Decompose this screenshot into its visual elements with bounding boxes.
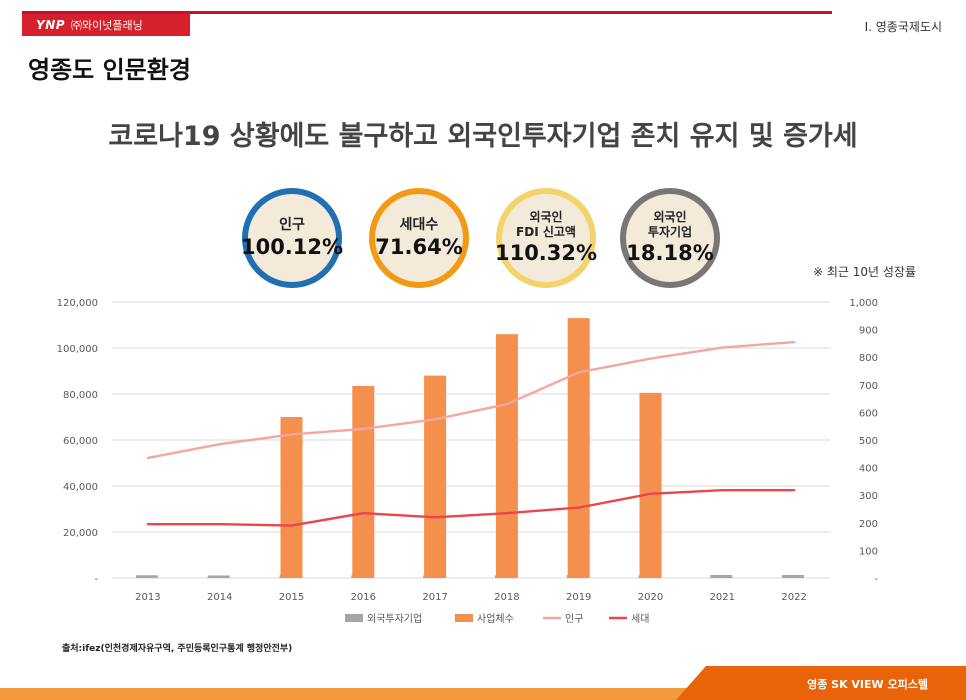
bar [280, 417, 303, 578]
line-point [290, 433, 293, 436]
source-note: 출처:ifez(인천경제자유구역, 주민등록인구통계 행정안전부) [62, 644, 293, 654]
line-point [792, 489, 796, 492]
line-point [146, 522, 150, 526]
x-tick: 2015 [279, 592, 304, 603]
line-point [577, 506, 580, 509]
stat-circle-population: 인구 100.12% [240, 188, 344, 288]
header-red-line [22, 11, 832, 14]
legend-swatch [455, 614, 473, 622]
bar [710, 575, 733, 578]
page-title: 영종도 인문환경 [28, 56, 191, 84]
line-point [218, 442, 221, 446]
line-point [649, 492, 652, 496]
bar [207, 575, 230, 578]
stat-label: 외국인 [529, 210, 563, 224]
line-point [362, 511, 365, 515]
x-tick: 2014 [207, 592, 232, 603]
combo-chart: - 20,000 40,000 60,000 80,000 100,000 120,000 -… [57, 298, 879, 625]
y-tick-right: 100 [859, 546, 878, 557]
series-line [147, 489, 795, 527]
y-tick-left: 80,000 [63, 390, 98, 401]
y-tick-right: 800 [859, 353, 878, 364]
x-tick: 2018 [494, 592, 519, 603]
bar [135, 575, 158, 578]
x-tick: 2016 [351, 592, 376, 603]
line-point [433, 418, 437, 421]
stat-value: 71.64% [375, 234, 463, 259]
line-point [218, 522, 221, 526]
bar [495, 334, 518, 578]
y-tick-right: 500 [859, 436, 878, 447]
y-tick-right: - [874, 574, 878, 585]
y-tick-right: 600 [859, 408, 878, 419]
bar [782, 575, 805, 578]
stat-value: 110.32% [494, 241, 598, 265]
section-label: Ⅰ. 영종국제도시 [864, 20, 942, 34]
legend-swatch [345, 614, 363, 622]
legend-label: 사업체수 [477, 612, 514, 625]
y-tick-right: 700 [859, 381, 878, 392]
line-point [505, 402, 509, 406]
stat-label: 세대수 [399, 216, 439, 233]
line-point [721, 489, 724, 492]
y-tick-left: 20,000 [63, 528, 98, 539]
line-point [362, 427, 365, 431]
x-tick: 2019 [566, 592, 591, 603]
stat-label: 인구 [279, 216, 305, 233]
logo-mark: YNP [36, 18, 66, 32]
stat-circle-fdi: 외국인 FDI 신고액 110.32% [494, 188, 598, 288]
stat-circle-foreign-firms: 외국인 투자기업 18.18% [620, 188, 720, 288]
bar [639, 392, 662, 578]
x-tick: 2013 [135, 592, 160, 603]
stat-label-line2: FDI 신고액 [516, 225, 576, 239]
line-point [792, 340, 796, 344]
x-tick: 2022 [781, 592, 806, 603]
bar [424, 375, 447, 578]
stat-value: 100.12% [240, 234, 344, 259]
y-tick-left: 40,000 [63, 482, 98, 493]
line-point [649, 357, 652, 360]
line-point [721, 346, 724, 349]
headline: 코로나19 상황에도 불구하고 외국인투자기업 존치 유지 및 증가세 [108, 121, 858, 152]
y-tick-left: 60,000 [63, 436, 98, 447]
line-point [433, 516, 437, 519]
x-tick: 2020 [638, 592, 663, 603]
x-tick: 2017 [422, 592, 447, 603]
series-line [147, 340, 795, 460]
bar [567, 318, 590, 578]
line-point [290, 524, 293, 527]
x-tick: 2021 [710, 592, 735, 603]
footer-label: 영종 SK VIEW 오피스텔 [807, 678, 928, 691]
stat-circle-households: 세대수 71.64% [369, 188, 469, 288]
logo-name: ㈜와이넛플래닝 [71, 19, 143, 32]
y-tick-right: 300 [859, 491, 878, 502]
footer-tab [676, 666, 966, 700]
stat-label-line2: 투자기업 [647, 225, 693, 239]
y-tick-left: 100,000 [57, 344, 98, 355]
legend-label: 외국투자기업 [367, 612, 422, 625]
line-point [577, 371, 580, 374]
y-tick-right: 1,000 [849, 298, 878, 309]
legend-label: 인구 [565, 613, 583, 625]
y-tick-right: 200 [859, 519, 878, 530]
company-logo: YNP ㈜와이넛플래닝 [22, 14, 190, 36]
y-tick-left: - [94, 574, 98, 585]
line-point [505, 511, 509, 515]
stat-value: 18.18% [626, 241, 714, 265]
legend-label: 세대 [631, 613, 649, 625]
bar [352, 385, 375, 578]
y-tick-right: 400 [859, 464, 878, 475]
stat-label: 외국인 [653, 210, 687, 224]
growth-note: ※ 최근 10년 성장률 [812, 265, 916, 279]
y-tick-right: 900 [859, 326, 878, 337]
y-tick-left: 120,000 [57, 298, 98, 309]
line-point [146, 456, 150, 460]
